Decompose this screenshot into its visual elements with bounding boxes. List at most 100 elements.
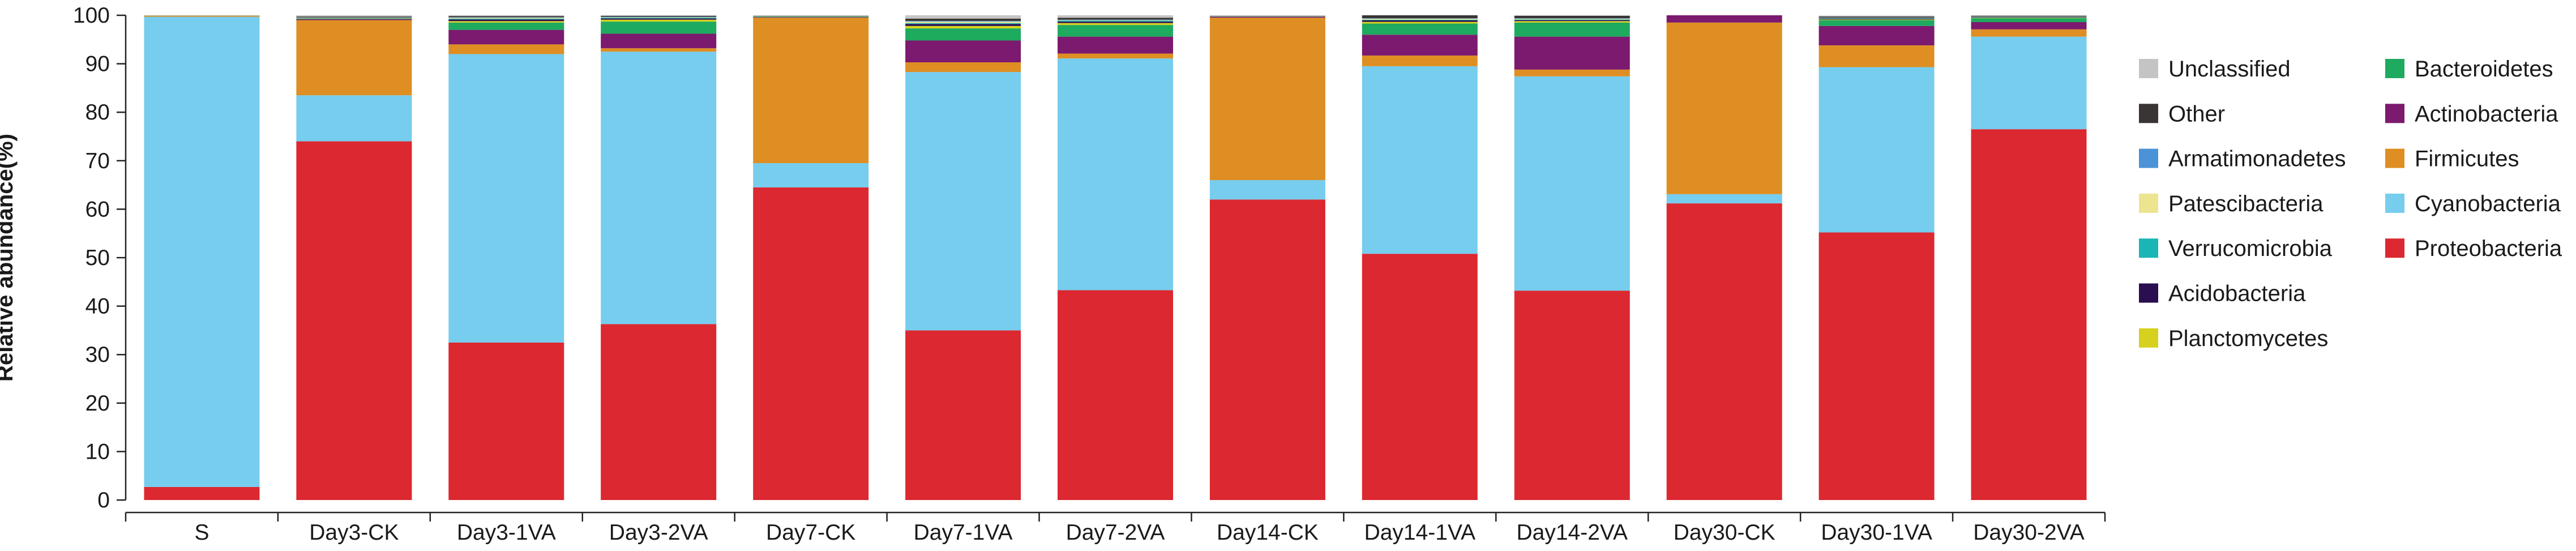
bar-segment-cyanobacteria-day14-ck (1209, 180, 1325, 200)
bar-segment-proteobacteria-day14-ck (1209, 199, 1325, 500)
bar-segment-planctomycetes-day14-2va (1514, 21, 1630, 23)
x-tick-label-Day3-CK: Day3-CK (309, 520, 399, 545)
bar-segment-unclassified-day14-2va (1514, 15, 1630, 16)
legend-item-firmicutes: Firmicutes (2385, 147, 2519, 172)
x-tick-label-Day14-CK: Day14-CK (1217, 520, 1319, 545)
bar-segment-patescibacteria-day14-1va (1362, 18, 1478, 20)
bar-segment-firmicutes-day3-ck (296, 20, 412, 96)
bar-segment-actinobacteria-day30-1va (1818, 25, 1935, 46)
bar-segment-bacteroidetes-day30-2va (1971, 18, 2087, 22)
bar-segment-acidobacteria-day7-2va (1058, 22, 1173, 23)
legend-label-planctomycetes: Planctomycetes (2168, 326, 2328, 351)
bar-segment-verrucomicrobia-day30-1va (1818, 18, 1935, 19)
legend-swatch-actinobacteria (2385, 104, 2404, 123)
bar-segment-firmicutes-day3-2va (601, 48, 717, 52)
bar-Day3-2VA (601, 15, 717, 500)
legend-label-patescibacteria: Patescibacteria (2168, 191, 2323, 216)
legend-swatch-acidobacteria (2139, 283, 2158, 303)
legend-swatch-bacteroidetes (2385, 59, 2404, 78)
legend-swatch-other (2139, 104, 2158, 123)
bar-segment-actinobacteria-day7-2va (1058, 36, 1173, 54)
legend-label-cyanobacteria: Cyanobacteria (2415, 191, 2561, 216)
bar-segment-cyanobacteria-day3-1va (448, 54, 564, 343)
bar-segment-patescibacteria-day3-1va (448, 18, 564, 19)
bar-segment-actinobacteria-day14-2va (1514, 36, 1630, 70)
bar-segment-patescibacteria-day7-1va (905, 22, 1021, 23)
bar-segment-cyanobacteria-day7-2va (1058, 58, 1173, 291)
bar-segment-cyanobacteria-day30-1va (1818, 67, 1935, 233)
legend-item-unclassified: Unclassified (2139, 57, 2291, 82)
bar-segment-actinobacteria-day7-1va (905, 40, 1021, 63)
bar-segment-bacteroidetes-day30-1va (1818, 20, 1935, 26)
bar-segment-cyanobacteria-day3-2va (601, 52, 717, 324)
bar-segment-unclassified-day7-1va (905, 15, 1021, 19)
bar-segment-actinobacteria-day30-ck (1666, 15, 1782, 23)
y-tick-label-10: 10 (85, 439, 110, 464)
y-tick-label-50: 50 (85, 246, 110, 270)
bar-segment-acidobacteria-day7-1va (905, 24, 1021, 26)
bar-segment-other-day7-1va (905, 18, 1021, 21)
bar-segment-bacteroidetes-day7-2va (1058, 25, 1173, 37)
x-tick-label-Day7-1VA: Day7-1VA (914, 520, 1013, 545)
bar-segment-cyanobacteria-s (144, 16, 260, 487)
x-tick-label-Day14-2VA: Day14-2VA (1516, 520, 1628, 545)
bar-segment-armatimonadetes-day14-2va (1514, 18, 1630, 19)
x-tick-label-Day3-2VA: Day3-2VA (609, 520, 708, 545)
legend-label-other: Other (2168, 101, 2225, 126)
bar-segment-other-day3-ck (296, 16, 412, 18)
legend-label-verrucomicrobia: Verrucomicrobia (2168, 236, 2333, 261)
bar-segment-planctomycetes-day30-1va (1818, 19, 1935, 20)
y-tick-label-100: 100 (73, 3, 110, 28)
bar-segment-other-day3-2va (601, 15, 717, 17)
x-axis: S Day3-CK Day3-1VA Day3-2VA Day7-CK Day7-1VA D… (125, 511, 2106, 545)
bar-segment-firmicutes-day14-1va (1362, 55, 1478, 66)
bar-segment-proteobacteria-day7-2va (1058, 290, 1173, 500)
legend-swatch-verrucomicrobia (2139, 238, 2158, 258)
bar-segment-planctomycetes-day3-1va (448, 21, 564, 23)
bar-segment-acidobacteria-day14-1va (1362, 20, 1478, 22)
bar-segment-unclassified-day7-2va (1058, 15, 1173, 18)
legend-item-patescibacteria: Patescibacteria (2139, 191, 2323, 216)
bar-segment-verrucomicrobia-day14-2va (1514, 19, 1630, 20)
legend-label-unclassified: Unclassified (2168, 57, 2291, 82)
bar-segment-cyanobacteria-day30-ck (1666, 194, 1782, 204)
x-tick-label-Day14-1VA: Day14-1VA (1364, 520, 1476, 545)
x-tick-label-Day3-1VA: Day3-1VA (457, 520, 556, 545)
bar-segment-planctomycetes-day7-2va (1058, 23, 1173, 25)
bar-Day30-2VA (1971, 15, 2087, 500)
bar-segment-bacteroidetes-day14-2va (1514, 22, 1630, 37)
bar-Day14-CK (1209, 15, 1325, 500)
bar-segment-proteobacteria-day3-1va (448, 342, 564, 500)
bar-segment-actinobacteria-day14-ck (1209, 16, 1325, 18)
legend-item-bacteroidetes: Bacteroidetes (2385, 57, 2553, 82)
bar-segment-actinobacteria-day3-2va (601, 33, 717, 49)
legend-item-verrucomicrobia: Verrucomicrobia (2139, 236, 2333, 261)
legend: Unclassified Other Armatimonadetes Patescib… (2139, 57, 2562, 351)
bar-segment-acidobacteria-day30-2va (1971, 17, 2087, 18)
x-tick-label-Day7-CK: Day7-CK (766, 520, 855, 545)
legend-item-actinobacteria: Actinobacteria (2385, 101, 2558, 126)
bar-segment-other-day7-2va (1058, 18, 1173, 20)
bar-segment-firmicutes-day7-ck (753, 18, 869, 164)
bar-segment-actinobacteria-day14-1va (1362, 35, 1478, 56)
legend-swatch-patescibacteria (2139, 193, 2158, 213)
bar-segment-firmicutes-day30-1va (1818, 45, 1935, 67)
bar-segment-unclassified-day30-2va (1971, 15, 2087, 16)
bar-segment-proteobacteria-day14-2va (1514, 291, 1630, 500)
bar-segment-unclassified-day3-ck (296, 15, 412, 17)
bar-segment-armatimonadetes-day3-2va (601, 16, 717, 18)
x-tick-label-Day30-1VA: Day30-1VA (1821, 520, 1932, 545)
bar-segment-firmicutes-day30-2va (1971, 29, 2087, 37)
bar-Day7-2VA (1058, 15, 1173, 500)
legend-label-actinobacteria: Actinobacteria (2415, 101, 2558, 126)
bar-segment-unclassified-day3-2va (601, 15, 717, 16)
y-tick-label-40: 40 (85, 294, 110, 319)
bar-Day14-1VA (1362, 15, 1478, 500)
bar-Day30-CK (1666, 15, 1782, 500)
bar-segment-patescibacteria-day3-2va (601, 17, 717, 18)
bar-segment-bacteroidetes-day3-1va (448, 22, 564, 30)
bar-segment-bacteroidetes-day7-1va (905, 28, 1021, 41)
bar-segment-patescibacteria-day7-2va (1058, 20, 1173, 21)
bar-segment-acidobacteria-day14-2va (1514, 20, 1630, 22)
